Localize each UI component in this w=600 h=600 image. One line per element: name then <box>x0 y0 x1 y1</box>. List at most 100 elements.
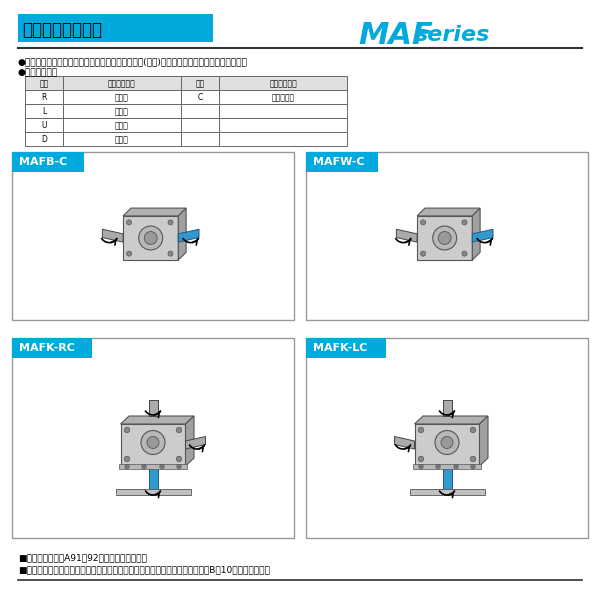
Polygon shape <box>395 437 415 449</box>
Text: MAFW-C: MAFW-C <box>313 157 365 167</box>
Bar <box>12 152 84 172</box>
Bar <box>63 90 181 104</box>
Circle shape <box>471 464 475 469</box>
Bar <box>306 338 386 358</box>
Bar <box>219 104 347 118</box>
Polygon shape <box>178 208 186 260</box>
Bar <box>12 152 294 320</box>
Circle shape <box>470 427 476 433</box>
Circle shape <box>421 220 425 225</box>
Polygon shape <box>472 229 493 242</box>
Bar <box>63 76 181 90</box>
Circle shape <box>462 251 467 256</box>
Polygon shape <box>185 437 205 449</box>
Bar <box>181 132 219 146</box>
Bar <box>181 90 219 104</box>
Bar <box>306 152 378 172</box>
Polygon shape <box>123 208 186 216</box>
Text: 右　側: 右 側 <box>115 93 129 102</box>
Circle shape <box>435 431 459 455</box>
Text: ●軸配置は入力軸またはモータを手前にして出力軸(青色)の出ている方向で決定して下さい。: ●軸配置は入力軸またはモータを手前にして出力軸(青色)の出ている方向で決定して下… <box>18 57 248 66</box>
Bar <box>306 152 588 320</box>
Polygon shape <box>415 416 488 424</box>
Bar <box>63 118 181 132</box>
Circle shape <box>454 464 458 469</box>
Bar <box>25 104 63 118</box>
Text: 出力軸両軸: 出力軸両軸 <box>271 93 295 102</box>
Text: MAFK-RC: MAFK-RC <box>19 343 75 353</box>
Text: 出力軸の方向: 出力軸の方向 <box>108 79 136 88</box>
Bar <box>181 118 219 132</box>
Polygon shape <box>397 229 417 242</box>
Circle shape <box>421 251 425 256</box>
Circle shape <box>124 456 130 462</box>
Bar <box>18 14 213 42</box>
Polygon shape <box>123 216 178 260</box>
Text: U: U <box>41 121 47 130</box>
Circle shape <box>419 464 423 469</box>
Polygon shape <box>121 416 194 424</box>
Bar <box>306 338 588 538</box>
Polygon shape <box>178 229 199 242</box>
Text: D: D <box>41 135 47 144</box>
Bar <box>12 338 92 358</box>
Circle shape <box>462 220 467 225</box>
Bar <box>181 76 219 90</box>
Polygon shape <box>415 424 479 466</box>
Text: 記号: 記号 <box>40 79 49 88</box>
Bar <box>149 465 157 490</box>
Bar <box>409 489 485 495</box>
Polygon shape <box>417 216 472 260</box>
Text: ■特殊な取付状態については、当社へお問い合わせ下さい。なお、参考としてB－10をご覧下さい。: ■特殊な取付状態については、当社へお問い合わせ下さい。なお、参考としてB－10を… <box>18 565 270 574</box>
Bar <box>63 132 181 146</box>
Circle shape <box>125 464 129 469</box>
Text: 下　側: 下 側 <box>115 135 129 144</box>
Circle shape <box>147 437 159 449</box>
Text: L: L <box>42 107 46 116</box>
Circle shape <box>160 464 164 469</box>
Bar <box>25 132 63 146</box>
Bar <box>219 90 347 104</box>
Circle shape <box>418 427 424 433</box>
Circle shape <box>176 427 182 433</box>
Text: ■軸配置の詳細はA91・92を参照して下さい。: ■軸配置の詳細はA91・92を参照して下さい。 <box>18 553 147 562</box>
Text: 記号: 記号 <box>196 79 205 88</box>
Circle shape <box>433 226 457 250</box>
Text: MAF: MAF <box>358 20 433 49</box>
Polygon shape <box>417 208 480 216</box>
Circle shape <box>142 464 146 469</box>
Text: MAFK-LC: MAFK-LC <box>313 343 367 353</box>
Bar <box>181 104 219 118</box>
Bar <box>25 118 63 132</box>
Polygon shape <box>121 424 185 466</box>
Polygon shape <box>103 229 123 242</box>
Text: 出力軸の方向: 出力軸の方向 <box>269 79 297 88</box>
Polygon shape <box>185 416 194 466</box>
Circle shape <box>127 220 131 225</box>
Text: C: C <box>197 93 203 102</box>
Bar <box>149 400 157 416</box>
Text: ●軸配置の記号: ●軸配置の記号 <box>18 68 58 77</box>
Circle shape <box>470 456 476 462</box>
Circle shape <box>141 431 165 455</box>
Circle shape <box>418 456 424 462</box>
Text: R: R <box>41 93 47 102</box>
Circle shape <box>436 464 440 469</box>
Circle shape <box>438 232 451 244</box>
Circle shape <box>441 437 453 449</box>
Circle shape <box>177 464 181 469</box>
Bar <box>115 489 191 495</box>
Bar <box>12 338 294 538</box>
Circle shape <box>168 220 173 225</box>
Text: series: series <box>415 25 490 45</box>
Polygon shape <box>479 416 488 466</box>
Bar <box>413 464 481 469</box>
Circle shape <box>168 251 173 256</box>
Text: 左　側: 左 側 <box>115 107 129 116</box>
Bar <box>25 76 63 90</box>
Text: 上　側: 上 側 <box>115 121 129 130</box>
Bar <box>219 76 347 90</box>
Bar <box>443 465 452 490</box>
Text: 軸配置と回転方向: 軸配置と回転方向 <box>22 21 102 39</box>
Bar <box>119 464 187 469</box>
